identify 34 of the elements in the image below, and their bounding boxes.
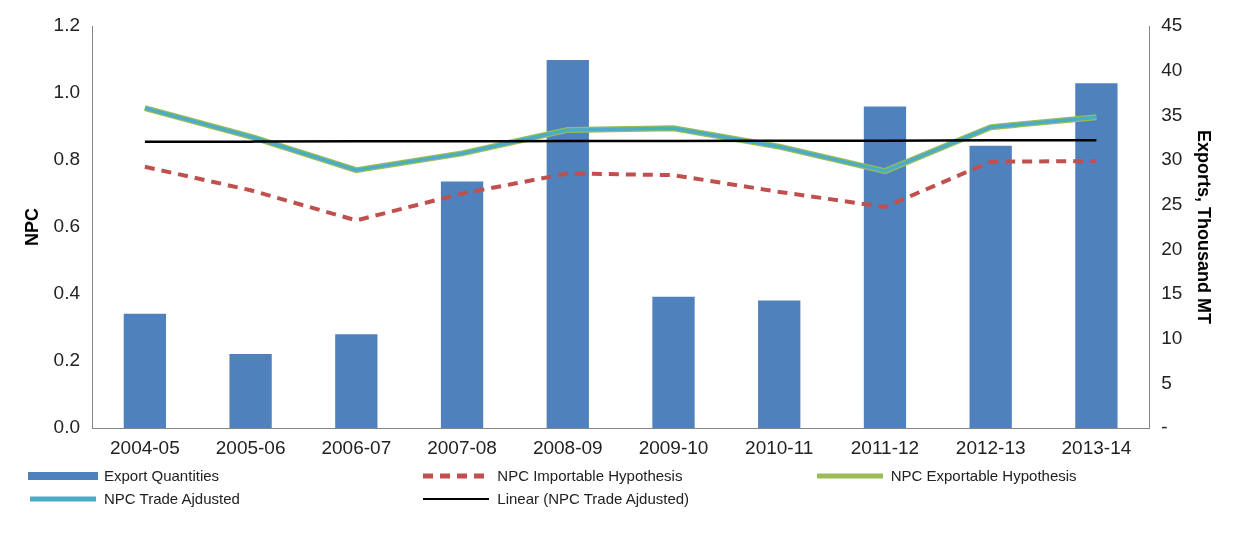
y2-tick-label: 5 <box>1161 371 1172 393</box>
y2-tick-label: 30 <box>1161 148 1183 170</box>
x-tick-label: 2008-09 <box>532 436 603 458</box>
x-tick-label: 2011-12 <box>850 436 920 458</box>
y2-tick-label: 25 <box>1161 192 1183 214</box>
x-tick-label: 2009-10 <box>638 436 709 458</box>
y-tick-label: 0.2 <box>53 349 81 371</box>
y2-tick-label: - <box>1161 416 1168 438</box>
y-tick-label: 0.4 <box>53 282 81 304</box>
y2-tick-label: 20 <box>1161 237 1183 259</box>
legend-label: Linear (NPC Trade Ajdusted) <box>497 490 690 507</box>
y2-axis-title: Exports, Thousand MT <box>1194 130 1215 325</box>
x-tick-label: 2012-13 <box>955 436 1026 458</box>
y-tick-label: 1.0 <box>53 81 81 103</box>
y-axis-title: NPC <box>21 208 42 247</box>
x-tick-label: 2005-06 <box>215 436 286 458</box>
y2-tick-label: 45 <box>1161 14 1183 36</box>
y2-tick-label: 40 <box>1161 58 1183 80</box>
y-tick-label: 0.6 <box>53 215 81 237</box>
legend-label: NPC Importable Hypothesis <box>497 467 683 484</box>
y-tick-label: 1.2 <box>53 14 81 36</box>
y2-tick-label: 15 <box>1161 282 1183 304</box>
y2-tick-label: 35 <box>1161 103 1183 125</box>
legend-label: Export Quantities <box>104 467 220 484</box>
x-tick-label: 2013-14 <box>1061 436 1132 458</box>
x-tick-label: 2010-11 <box>745 436 814 458</box>
y-tick-label: 0.0 <box>53 416 81 438</box>
legend-label: NPC Exportable Hypothesis <box>890 467 1077 484</box>
x-tick-label: 2004-05 <box>110 436 180 458</box>
x-tick-label: 2007-08 <box>427 436 497 458</box>
y2-tick-label: 10 <box>1161 327 1183 349</box>
y-tick-label: 0.8 <box>53 148 81 170</box>
legend-label: NPC Trade Ajdusted <box>104 490 240 507</box>
x-tick-label: 2006-07 <box>321 436 392 458</box>
